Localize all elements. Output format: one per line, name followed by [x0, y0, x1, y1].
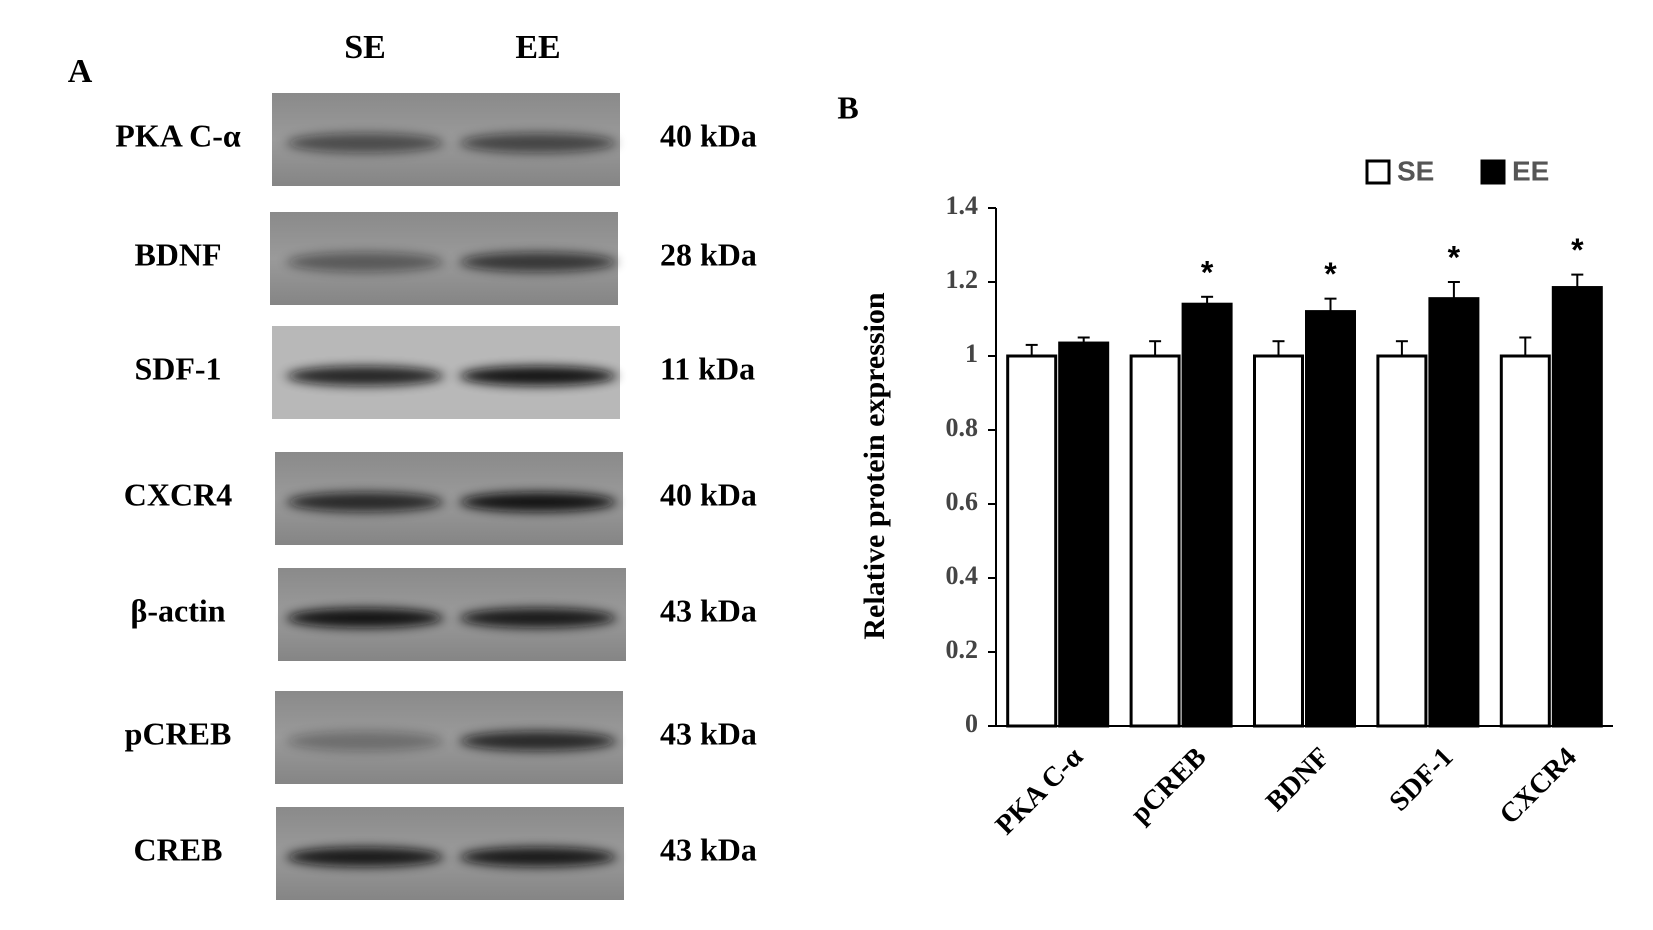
- bar: [1253, 354, 1304, 728]
- blot: [276, 807, 624, 900]
- significance-marker: *: [1324, 256, 1337, 292]
- lane-label: SE: [344, 29, 386, 66]
- legend-label: EE: [1512, 155, 1549, 186]
- x-tick-label: CXCR4: [1494, 742, 1583, 831]
- y-axis-label: Relative protein expression: [858, 292, 891, 640]
- blot: [272, 326, 620, 419]
- blot: [278, 568, 626, 661]
- x-tick-label: PKA C-α: [990, 741, 1090, 841]
- legend-swatch: [1365, 159, 1391, 185]
- size-label: 11 kDa: [660, 350, 755, 386]
- bar: [1058, 341, 1110, 728]
- y-tick-label: 0.2: [946, 635, 979, 664]
- legend-swatch: [1480, 159, 1506, 185]
- bar: [1006, 354, 1058, 728]
- y-tick-label: 0: [965, 709, 978, 738]
- size-label: 40 kDa: [660, 117, 757, 153]
- size-label: 40 kDa: [660, 476, 757, 512]
- legend-label: SE: [1397, 155, 1434, 186]
- protein-label: CREB: [134, 831, 223, 867]
- size-label: 28 kDa: [660, 236, 757, 272]
- size-label: 43 kDa: [660, 592, 757, 628]
- y-tick-label: 1.4: [946, 191, 979, 220]
- lane-label: EE: [515, 29, 560, 66]
- protein-label: SDF-1: [134, 350, 221, 386]
- protein-label: CXCR4: [124, 476, 232, 512]
- y-tick-label: 0.8: [946, 413, 979, 442]
- protein-label: β-actin: [130, 592, 225, 628]
- size-label: 43 kDa: [660, 831, 757, 867]
- blot: [270, 212, 618, 305]
- bar: [1305, 310, 1356, 728]
- blot: [275, 452, 623, 545]
- panel-label: A: [68, 53, 93, 90]
- protein-label: pCREB: [125, 715, 232, 751]
- y-tick-label: 0.4: [946, 561, 979, 590]
- bar: [1181, 302, 1233, 728]
- bar: [1499, 354, 1551, 728]
- y-tick-label: 1: [965, 339, 978, 368]
- x-tick-label: pCREB: [1125, 742, 1213, 830]
- panel-label: B: [837, 89, 858, 125]
- bar: [1428, 297, 1480, 728]
- significance-marker: *: [1571, 232, 1584, 268]
- protein-label: PKA C-α: [115, 117, 241, 153]
- y-tick-label: 1.2: [946, 265, 979, 294]
- significance-marker: *: [1201, 254, 1214, 290]
- protein-label: BDNF: [134, 236, 221, 272]
- bar: [1376, 354, 1428, 728]
- blot: [275, 691, 623, 784]
- x-tick-label: SDF-1: [1384, 742, 1460, 818]
- bar: [1129, 354, 1181, 728]
- x-tick-label: BDNF: [1260, 742, 1336, 818]
- y-tick-label: 0.6: [946, 487, 979, 516]
- significance-marker: *: [1448, 239, 1461, 275]
- size-label: 43 kDa: [660, 715, 757, 751]
- bar: [1551, 286, 1603, 728]
- blot: [272, 93, 620, 186]
